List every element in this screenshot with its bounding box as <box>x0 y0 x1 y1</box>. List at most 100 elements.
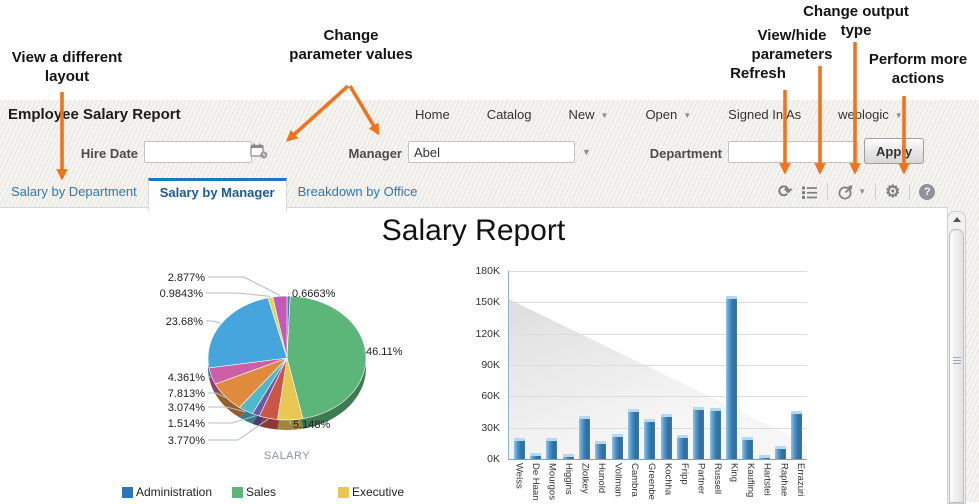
hire-date-label: Hire Date <box>58 146 138 161</box>
menu-item-open[interactable]: Open▼ <box>645 107 691 122</box>
menu-item-label: Open <box>645 107 677 122</box>
legend-swatch <box>122 487 133 498</box>
gear-icon[interactable]: ⚙ <box>885 182 900 202</box>
menu-item-label: New <box>569 107 595 122</box>
x-axis-label: Mourgos <box>543 460 560 502</box>
bar-cell <box>772 446 788 459</box>
parameter-bar: Hire Date Manager ▼ Department Apply <box>0 130 979 178</box>
bar <box>563 454 574 459</box>
manager-input[interactable] <box>408 141 575 163</box>
bar <box>775 446 786 459</box>
pie-label: 4.361% <box>168 372 206 384</box>
bar <box>595 441 606 459</box>
legend-label: Administration <box>136 485 212 499</box>
x-axis-label: Fripp <box>676 460 693 502</box>
bar-cell <box>593 441 609 459</box>
bar <box>742 437 753 459</box>
pie-label: 2.877% <box>168 272 206 284</box>
apply-button[interactable]: Apply <box>864 138 924 164</box>
scrollbar-thumb[interactable] <box>949 229 964 503</box>
hire-date-input[interactable] <box>144 141 252 163</box>
tab-salary-by-manager[interactable]: Salary by Manager <box>148 178 287 211</box>
report-title: Salary Report <box>0 214 947 248</box>
report-toolbar: ⟳ ▼ ⚙ ? <box>778 182 935 202</box>
x-axis-label: Raphae <box>775 460 792 502</box>
legend-label: Executive <box>352 485 404 499</box>
refresh-icon[interactable]: ⟳ <box>778 182 792 202</box>
help-icon[interactable]: ? <box>919 184 935 200</box>
bar-cell <box>544 438 560 459</box>
tab-salary-by-department[interactable]: Salary by Department <box>0 178 148 207</box>
bar-cell <box>642 419 658 459</box>
pie-leader-line <box>208 376 210 377</box>
bar <box>710 408 721 459</box>
x-axis-label: Vollman <box>609 460 626 502</box>
scrollbar-up-button[interactable] <box>948 212 965 227</box>
pie-label: 7.813% <box>168 388 206 400</box>
toolbar-separator <box>827 184 828 200</box>
bar <box>530 453 541 459</box>
legend-item-executive: Executive <box>338 485 404 499</box>
output-type-icon[interactable]: ▼ <box>837 182 866 202</box>
menu-item-weblogic[interactable]: weblogic▼ <box>838 107 903 122</box>
x-axis-label: Weiss <box>510 460 527 502</box>
y-axis-tick-label: 0K <box>487 453 500 465</box>
bar <box>546 438 557 459</box>
y-axis-tick-label: 30K <box>481 422 500 434</box>
x-axis-label: Cambra <box>626 460 643 502</box>
y-axis-tick-label: 150K <box>475 296 500 308</box>
annotation-view-layout: View a different layout <box>0 48 134 86</box>
annotation-refresh: Refresh <box>720 64 796 83</box>
bar <box>644 419 655 459</box>
legend-swatch <box>338 487 349 498</box>
legend-item-sales: Sales <box>232 485 276 499</box>
bar-cell <box>609 434 625 459</box>
toolbar-separator <box>909 184 910 200</box>
bar <box>514 438 525 459</box>
department-input[interactable] <box>728 141 858 163</box>
pie-label: 3.770% <box>168 435 206 447</box>
bar-cell <box>527 453 543 459</box>
menu-item-signed-in-as: Signed In As <box>728 107 801 122</box>
parameters-icon[interactable] <box>801 185 818 200</box>
bar-cell <box>658 414 674 459</box>
bar-cell <box>625 409 641 459</box>
vertical-scrollbar[interactable] <box>947 211 966 504</box>
toolbar-separator <box>875 184 876 200</box>
menu-item-label: Signed In As <box>728 107 801 122</box>
bar-cell <box>511 438 527 459</box>
pie-leader-line <box>206 293 270 296</box>
menu-item-catalog[interactable]: Catalog <box>487 107 532 122</box>
pie-label: 1.514% <box>168 418 206 430</box>
tab-label: Breakdown by Office <box>298 184 418 199</box>
menu-item-label: weblogic <box>838 107 889 122</box>
x-axis-label: King <box>725 460 742 502</box>
menu-item-new[interactable]: New▼ <box>569 107 609 122</box>
manager-dropdown-caret-icon[interactable]: ▼ <box>582 147 591 157</box>
pie-chart: 0.6663%46.11%5.148%3.770%1.514%3.074%7.8… <box>112 263 462 463</box>
bar <box>579 416 590 459</box>
bar-cell <box>576 416 592 459</box>
x-axis-label: Errazuri <box>792 460 809 502</box>
pie-label: 23.68% <box>166 316 204 328</box>
y-axis-tick-label: 180K <box>475 265 500 277</box>
x-axis-label: Higgins <box>560 460 577 502</box>
menu-item-home[interactable]: Home <box>415 107 450 122</box>
legend-item-administration: Administration <box>122 485 212 499</box>
bar <box>677 435 688 459</box>
calendar-icon[interactable] <box>250 143 269 165</box>
tab-label: Salary by Department <box>11 184 137 199</box>
legend-label: Sales <box>246 485 276 499</box>
tab-breakdown-by-office[interactable]: Breakdown by Office <box>287 178 429 207</box>
y-axis-tick-label: 60K <box>481 390 500 402</box>
bar-series <box>509 271 807 459</box>
header-menu: Home Catalog New▼ Open▼ Signed In As weblogic… <box>415 107 903 122</box>
bar-cell <box>789 411 805 459</box>
bar <box>791 411 802 459</box>
pie-label: 0.9843% <box>160 288 204 300</box>
bar <box>726 296 737 459</box>
